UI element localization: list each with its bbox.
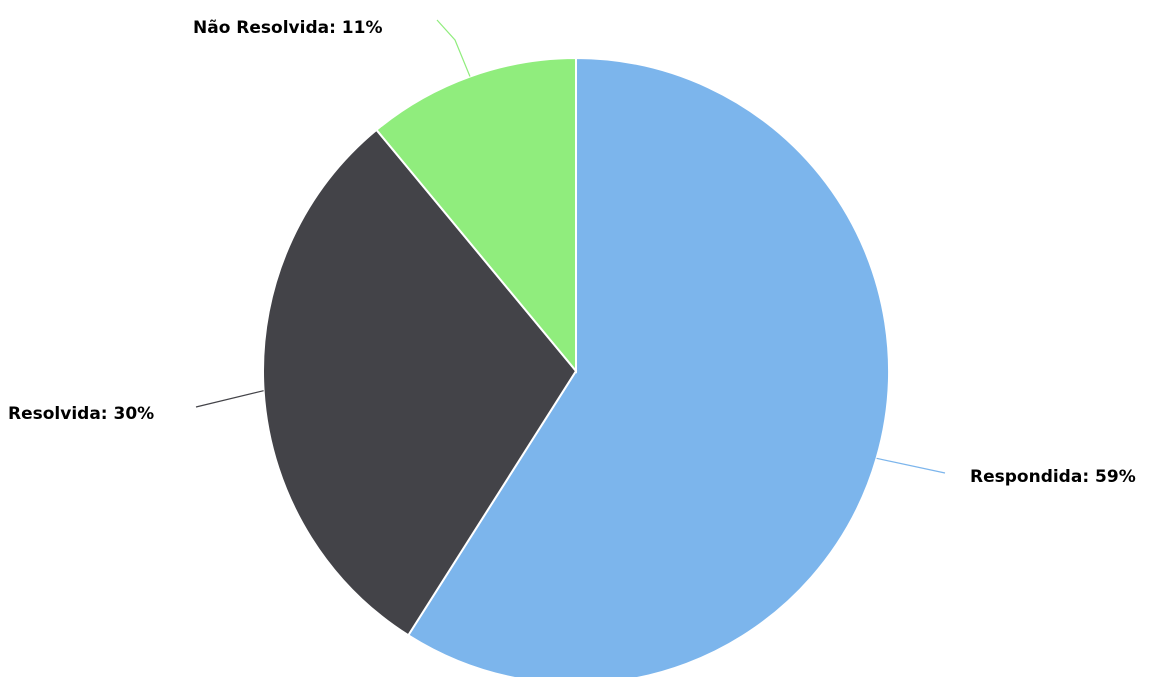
slices-layer bbox=[262, 56, 890, 677]
labels-layer: Respondida: 59% Resolvida: 30% Não Resolvi… bbox=[8, 18, 1136, 487]
leader-line-respondida bbox=[876, 457, 946, 474]
slice-label-resolvida: Resolvida: 30% bbox=[8, 404, 154, 424]
slice-label-respondida: Respondida: 59% bbox=[970, 467, 1136, 487]
slice-label-n-o-resolvida: Não Resolvida: 11% bbox=[193, 18, 383, 38]
pie-slice-n-o-resolvida[interactable] bbox=[375, 56, 577, 374]
leader-line-n-o-resolvida bbox=[436, 19, 471, 77]
pie-slice-resolvida[interactable] bbox=[262, 128, 578, 637]
leaders-layer bbox=[195, 19, 946, 474]
pie-slice-respondida[interactable] bbox=[406, 56, 890, 677]
leader-line-resolvida bbox=[195, 390, 264, 408]
